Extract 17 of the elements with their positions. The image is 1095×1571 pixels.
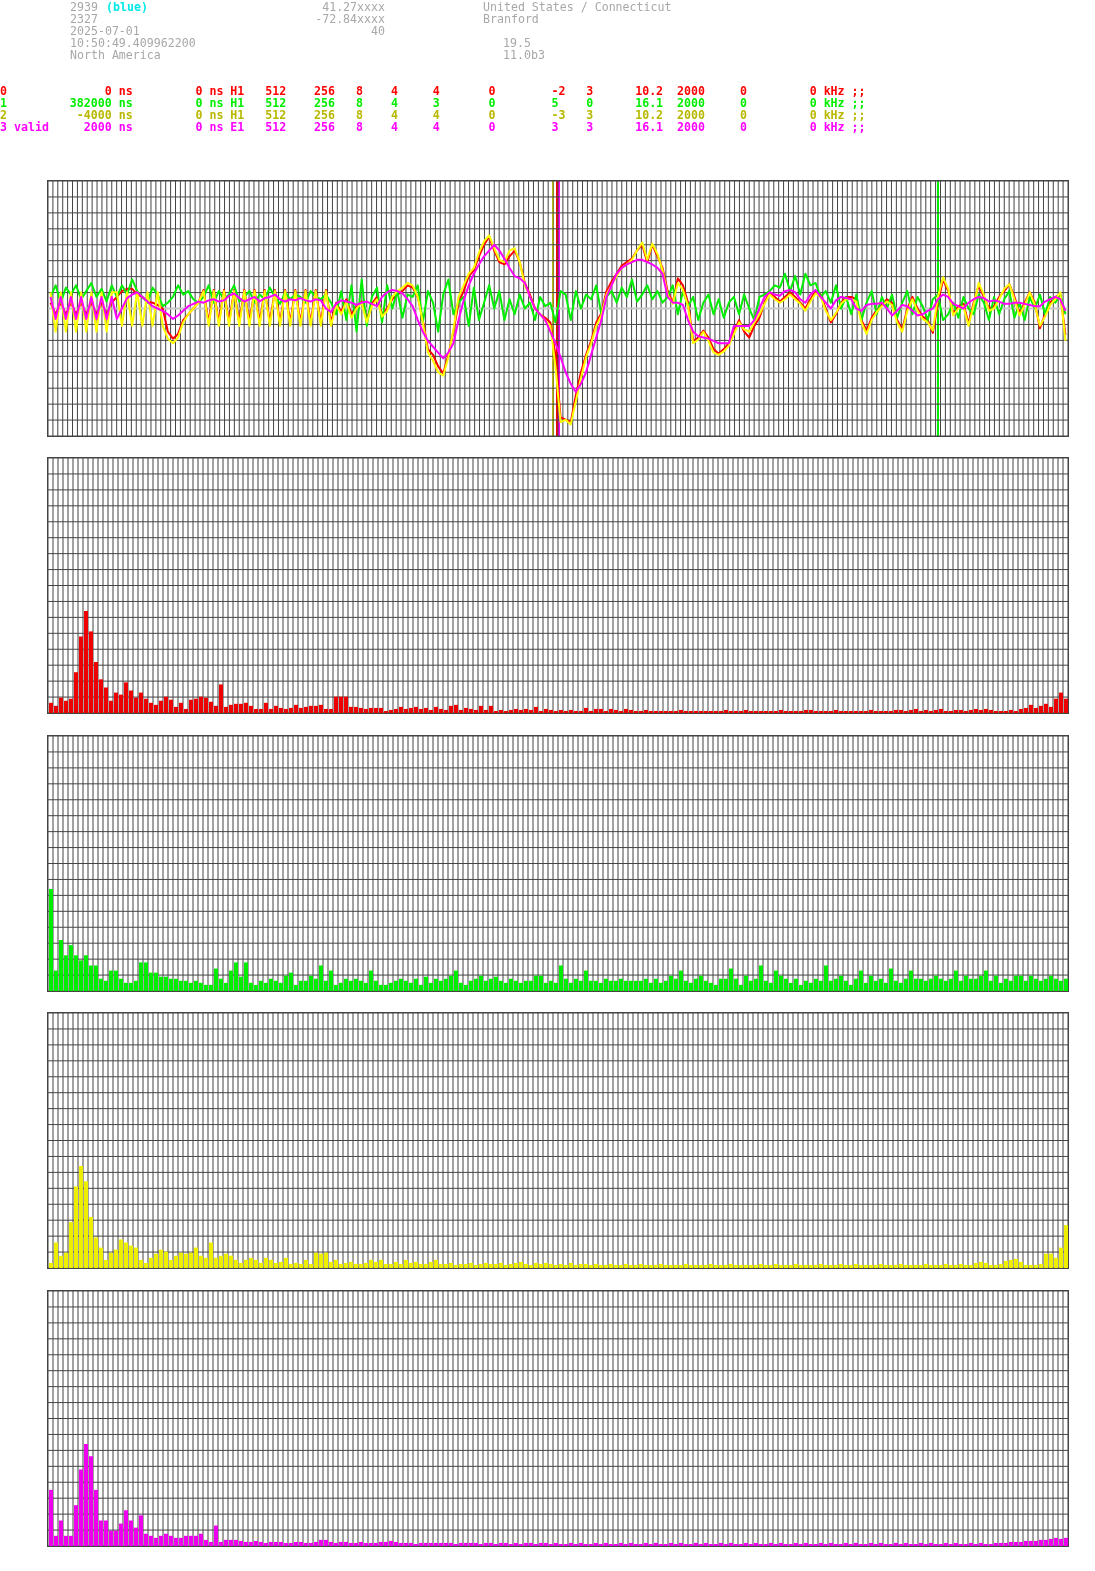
text: 40 (371, 24, 385, 38)
text: 1 382000 ns 0 ns H1 512 256 8 4 3 0 5 0 16.1 2000 0 0 kHz ;; (0, 96, 866, 110)
text: North America (70, 48, 161, 62)
text: 41.27xxxx (322, 0, 385, 14)
text: 2 -4000 ns 0 ns H1 512 256 8 4 4 0 -3 3 10.2 2000 0 0 kHz ;; (0, 108, 866, 122)
text: 0 0 ns 0 ns H1 512 256 8 4 4 0 -2 3 10.2 2000 0 0 kHz ;; (0, 84, 866, 98)
text: 10:50:49.409962200 (70, 36, 196, 50)
text: United States / Connecticut (483, 0, 672, 14)
text: Branford (483, 12, 539, 26)
text: -72.84xxxx (315, 12, 385, 26)
text: 11.0b3 (503, 48, 545, 62)
text: (blue) (106, 0, 148, 14)
text: 19.5 (503, 36, 531, 50)
text: 3 valid 2000 ns 0 ns E1 512 256 8 4 4 0 3 3 16.1 2000 0 0 kHz ;; (0, 120, 866, 134)
text: 2939 (70, 0, 98, 14)
text: 2025-07-01 (70, 24, 140, 38)
text: 2327 (70, 12, 98, 26)
